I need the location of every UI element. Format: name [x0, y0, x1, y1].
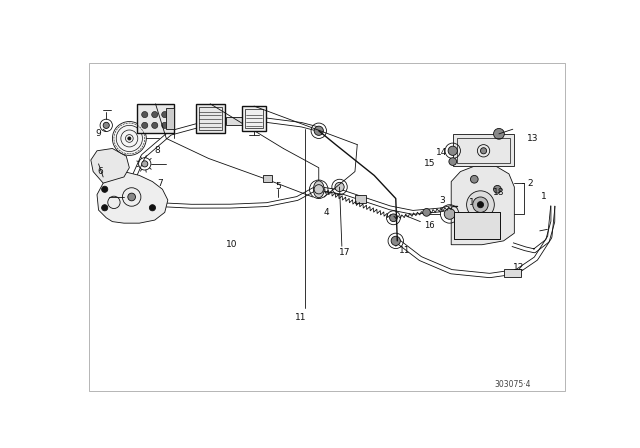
Circle shape — [141, 122, 148, 129]
Text: 303075·4: 303075·4 — [495, 380, 531, 389]
Text: 11: 11 — [295, 313, 307, 323]
Bar — [504, 269, 520, 277]
Ellipse shape — [314, 181, 324, 198]
Text: 14: 14 — [436, 148, 447, 157]
Text: 6: 6 — [97, 167, 103, 176]
Bar — [242, 106, 266, 131]
Polygon shape — [97, 172, 168, 223]
Text: 2: 2 — [527, 179, 532, 188]
Text: 4: 4 — [324, 208, 329, 217]
Circle shape — [470, 176, 478, 183]
Bar — [166, 108, 174, 129]
Circle shape — [162, 112, 168, 118]
Text: 18: 18 — [493, 188, 505, 197]
Text: 10: 10 — [226, 240, 237, 249]
Circle shape — [141, 161, 148, 167]
Bar — [245, 109, 263, 128]
Circle shape — [481, 148, 486, 154]
Bar — [458, 138, 509, 163]
Text: 16: 16 — [468, 198, 480, 207]
Text: 7: 7 — [157, 179, 163, 188]
Circle shape — [128, 193, 136, 201]
Circle shape — [314, 126, 323, 135]
Circle shape — [390, 214, 397, 222]
Circle shape — [103, 122, 109, 129]
Circle shape — [314, 185, 323, 194]
Circle shape — [449, 158, 456, 165]
Circle shape — [128, 137, 131, 140]
Bar — [137, 104, 174, 133]
Circle shape — [444, 208, 455, 220]
Circle shape — [162, 122, 168, 129]
Circle shape — [149, 205, 156, 211]
Circle shape — [102, 205, 108, 211]
Text: 9: 9 — [95, 129, 101, 138]
Circle shape — [102, 186, 108, 192]
Bar — [452, 134, 515, 166]
Circle shape — [391, 236, 401, 246]
Bar — [454, 211, 500, 238]
Circle shape — [335, 182, 344, 192]
Circle shape — [113, 121, 147, 155]
Text: 8: 8 — [155, 146, 161, 155]
Bar — [454, 211, 500, 238]
Circle shape — [316, 186, 322, 192]
Circle shape — [467, 191, 494, 219]
Bar — [227, 117, 243, 125]
Circle shape — [473, 197, 488, 212]
Circle shape — [493, 185, 501, 193]
Bar — [262, 176, 272, 181]
Text: 1: 1 — [541, 193, 547, 202]
Text: 5: 5 — [275, 182, 281, 191]
Circle shape — [152, 122, 158, 129]
Circle shape — [141, 112, 148, 118]
Bar — [198, 107, 221, 130]
Circle shape — [493, 129, 504, 139]
Circle shape — [422, 208, 431, 216]
Polygon shape — [91, 148, 129, 183]
Text: 17: 17 — [339, 248, 351, 257]
Bar — [196, 104, 225, 133]
Polygon shape — [451, 166, 515, 245]
Circle shape — [477, 202, 484, 208]
Text: 13: 13 — [527, 134, 538, 143]
Circle shape — [152, 112, 158, 118]
Bar — [355, 195, 365, 203]
Text: 3: 3 — [439, 196, 445, 205]
Text: 11: 11 — [399, 246, 411, 255]
Text: 15: 15 — [424, 159, 435, 168]
Text: 16: 16 — [424, 221, 435, 230]
Circle shape — [448, 146, 458, 155]
Text: 12: 12 — [513, 263, 525, 272]
